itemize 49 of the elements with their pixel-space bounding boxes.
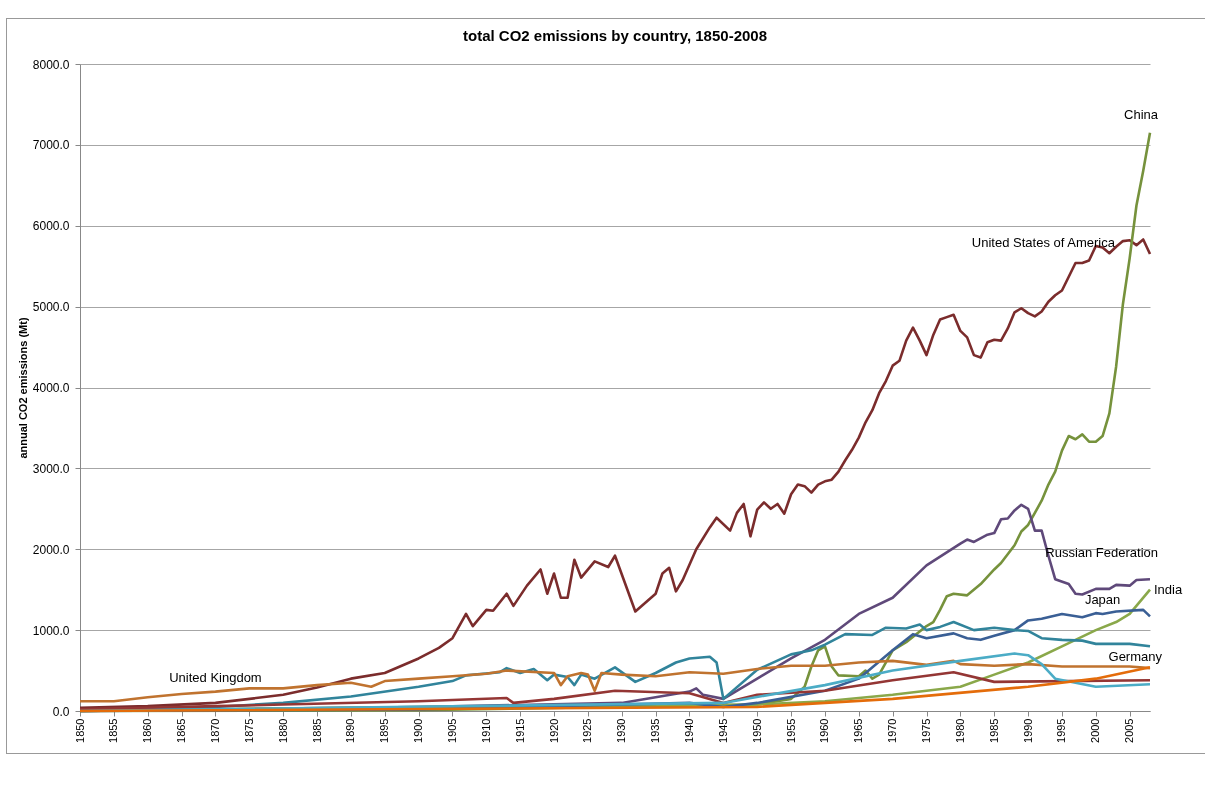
x-tick-label: 1975 [920,718,933,743]
x-tick-label: 1930 [615,718,628,743]
x-tick-label: 1990 [1021,718,1034,743]
y-tick-label: 7000.0 [32,138,70,153]
x-tick-label: 1915 [513,718,526,743]
x-tick-label: 1940 [682,718,695,743]
series-label: China [1124,106,1159,122]
y-tick-label: 2000.0 [32,542,70,557]
x-tick-label: 1850 [73,718,86,743]
x-tick-label: 1935 [649,718,662,743]
x-tick-label: 1950 [750,718,763,743]
series-label: Germany [1108,649,1163,665]
series-label: Japan [1084,591,1121,607]
y-tick-label: 8000.0 [32,57,70,72]
x-tick-label: 1865 [175,718,188,743]
x-tick-label: 1910 [479,718,492,743]
x-tick-label: 1875 [242,718,255,743]
y-tick-label: 4000.0 [32,381,70,395]
y-tick-label: 5000.0 [32,300,70,315]
x-tick-label: 1925 [581,718,594,743]
y-tick-label: 3000.0 [32,461,70,476]
x-tick-label: 1905 [445,718,458,743]
x-tick-label: 1980 [953,718,966,743]
x-tick-label: 1920 [547,718,560,743]
x-tick-label: 1870 [208,718,221,743]
x-tick-label: 2000 [1089,718,1102,743]
x-tick-label: 1965 [852,718,865,743]
x-tick-label: 1970 [886,718,899,743]
series-label: United States of America [971,235,1116,251]
x-tick-label: 1860 [141,718,154,743]
x-tick-label: 1885 [310,718,323,743]
x-tick-label: 1890 [344,718,357,743]
y-tick-label: 6000.0 [32,219,70,234]
y-axis-title: annual CO2 emissions (Mt) [16,317,29,459]
series-label: United Kingdom [169,669,262,685]
y-tick-label: 0.0 [52,704,70,719]
x-tick-label: 1900 [412,718,425,743]
x-tick-label: 1895 [378,718,391,743]
x-tick-label: 1960 [818,718,831,743]
x-tick-label: 1995 [1055,718,1068,743]
y-tick-label: 1000.0 [32,623,70,638]
chart-title: total CO2 emissions by country, 1850-2008 [462,27,768,44]
x-tick-label: 1945 [716,718,729,743]
x-tick-label: 1855 [107,718,120,743]
x-tick-label: 2005 [1123,718,1136,743]
x-tick-label: 1985 [987,718,1000,743]
x-tick-label: 1880 [276,718,289,743]
series-label: India [1154,581,1183,597]
x-tick-label: 1955 [784,718,797,743]
